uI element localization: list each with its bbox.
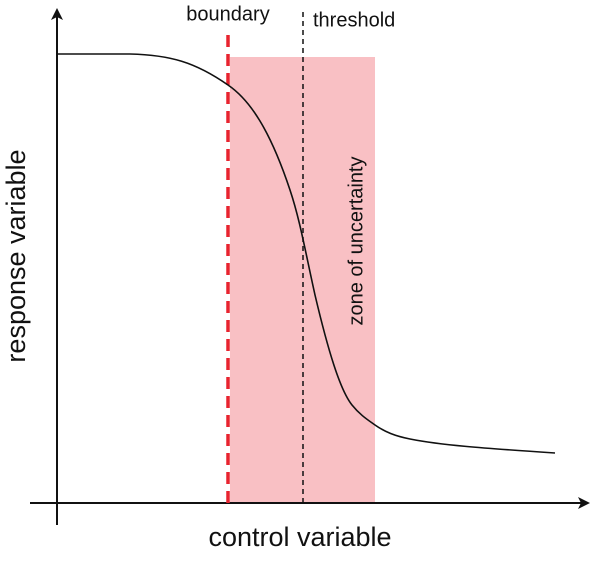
x-axis-label: control variable (208, 522, 391, 552)
response-curve (57, 53, 556, 454)
zone-label: zone of uncertainty (345, 157, 367, 326)
boundary-label: boundary (186, 3, 269, 25)
y-axis-label: response variable (1, 149, 31, 362)
threshold-label: threshold (313, 9, 395, 31)
